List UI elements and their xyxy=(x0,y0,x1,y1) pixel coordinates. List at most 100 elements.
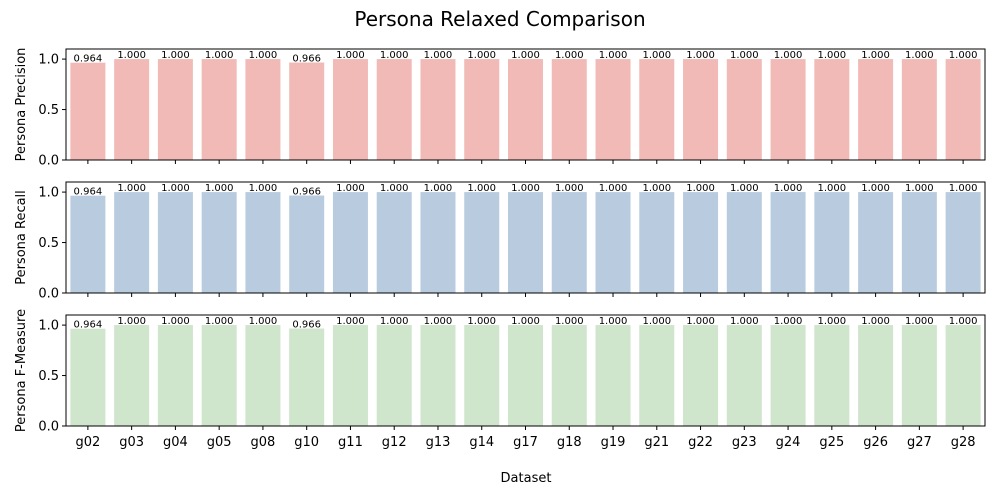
x-tick-label-g19: g19 xyxy=(601,435,626,450)
bar-g26 xyxy=(858,325,894,426)
data-label-g10: 0.966 xyxy=(292,320,321,331)
x-tick-label-g18: g18 xyxy=(557,435,582,450)
data-label-g05: 1.000 xyxy=(205,316,234,327)
bar-g04 xyxy=(157,325,193,426)
data-label-g10: 0.966 xyxy=(292,54,321,65)
bar-g13 xyxy=(420,59,456,161)
x-tick-label-g26: g26 xyxy=(863,435,888,450)
data-label-g14: 1.000 xyxy=(467,50,496,61)
y-tick-label: 0.0 xyxy=(38,420,59,435)
bar-g18 xyxy=(551,325,587,426)
y-tick-label: 1.0 xyxy=(38,319,59,334)
data-label-g18: 1.000 xyxy=(555,50,584,61)
x-tick-label-g24: g24 xyxy=(776,435,801,450)
data-label-g05: 1.000 xyxy=(205,183,234,194)
data-label-g11: 1.000 xyxy=(336,316,365,327)
bar-g28 xyxy=(945,59,981,161)
bar-g28 xyxy=(945,325,981,426)
bar-g11 xyxy=(332,59,368,161)
x-tick-label-g17: g17 xyxy=(513,435,538,450)
data-label-g08: 1.000 xyxy=(249,183,278,194)
data-label-g26: 1.000 xyxy=(861,50,890,61)
data-label-g13: 1.000 xyxy=(424,50,453,61)
bar-g25 xyxy=(814,325,850,426)
bar-g25 xyxy=(814,192,850,293)
data-label-g22: 1.000 xyxy=(686,50,715,61)
bar-g12 xyxy=(376,59,412,161)
data-label-g14: 1.000 xyxy=(467,183,496,194)
bar-g03 xyxy=(114,192,150,293)
bar-g24 xyxy=(770,325,806,426)
x-tick-label-g14: g14 xyxy=(469,435,494,450)
bar-g22 xyxy=(683,325,719,426)
bar-g02 xyxy=(70,328,106,426)
data-label-g13: 1.000 xyxy=(424,183,453,194)
data-label-g13: 1.000 xyxy=(424,316,453,327)
bar-g22 xyxy=(683,59,719,161)
bar-g19 xyxy=(595,325,631,426)
chart-panel-1: 0.964 1.000 1.000 1.000 1.000 0.966 1.000 1.000… xyxy=(14,48,986,169)
bar-g11 xyxy=(332,325,368,426)
bar-g25 xyxy=(814,59,850,161)
data-label-g22: 1.000 xyxy=(686,183,715,194)
data-label-g25: 1.000 xyxy=(818,183,847,194)
bar-g04 xyxy=(157,59,193,161)
bar-g03 xyxy=(114,59,150,161)
data-label-g19: 1.000 xyxy=(599,316,628,327)
bar-g14 xyxy=(464,59,500,161)
bar-g23 xyxy=(726,192,762,293)
bar-g14 xyxy=(464,192,500,293)
bar-g14 xyxy=(464,325,500,426)
data-label-g19: 1.000 xyxy=(599,183,628,194)
data-label-g02: 0.964 xyxy=(74,187,103,198)
x-tick-label-g22: g22 xyxy=(688,435,713,450)
x-tick-label-g03: g03 xyxy=(119,435,144,450)
y-tick-label: 1.0 xyxy=(38,53,59,68)
bar-g08 xyxy=(245,192,281,293)
y-axis-label: Persona Recall xyxy=(14,190,29,285)
data-label-g28: 1.000 xyxy=(949,50,978,61)
data-label-g25: 1.000 xyxy=(818,50,847,61)
data-label-g14: 1.000 xyxy=(467,316,496,327)
data-label-g12: 1.000 xyxy=(380,183,409,194)
data-label-g12: 1.000 xyxy=(380,50,409,61)
data-label-g21: 1.000 xyxy=(642,183,671,194)
bar-g05 xyxy=(201,59,237,161)
data-label-g26: 1.000 xyxy=(861,316,890,327)
y-tick-label: 0.5 xyxy=(38,236,59,251)
bar-g18 xyxy=(551,59,587,161)
x-tick-label-g21: g21 xyxy=(644,435,669,450)
bar-g12 xyxy=(376,192,412,293)
bar-g24 xyxy=(770,192,806,293)
bar-g13 xyxy=(420,192,456,293)
data-label-g08: 1.000 xyxy=(249,316,278,327)
bar-g27 xyxy=(901,192,937,293)
bar-g17 xyxy=(508,325,544,426)
data-label-g08: 1.000 xyxy=(249,50,278,61)
data-label-g24: 1.000 xyxy=(774,316,803,327)
bar-g17 xyxy=(508,59,544,161)
data-label-g27: 1.000 xyxy=(905,183,934,194)
bar-g18 xyxy=(551,192,587,293)
bar-g10 xyxy=(289,195,325,293)
data-label-g12: 1.000 xyxy=(380,316,409,327)
data-label-g23: 1.000 xyxy=(730,183,759,194)
data-label-g24: 1.000 xyxy=(774,50,803,61)
data-label-g03: 1.000 xyxy=(117,183,146,194)
bar-g13 xyxy=(420,325,456,426)
data-label-g21: 1.000 xyxy=(642,50,671,61)
bar-g08 xyxy=(245,325,281,426)
data-label-g04: 1.000 xyxy=(161,50,190,61)
x-tick-label-g05: g05 xyxy=(207,435,232,450)
chart-panel-2: 0.964 1.000 1.000 1.000 1.000 0.966 1.000 1.000… xyxy=(14,181,986,302)
bar-g22 xyxy=(683,192,719,293)
bar-g11 xyxy=(332,192,368,293)
bar-g05 xyxy=(201,192,237,293)
bar-g21 xyxy=(639,59,675,161)
x-tick-label-g28: g28 xyxy=(951,435,976,450)
bar-g10 xyxy=(289,328,325,426)
data-label-g28: 1.000 xyxy=(949,316,978,327)
bar-g27 xyxy=(901,59,937,161)
y-axis-label: Persona F-Measure xyxy=(14,309,29,432)
y-tick-label: 1.0 xyxy=(38,186,59,201)
